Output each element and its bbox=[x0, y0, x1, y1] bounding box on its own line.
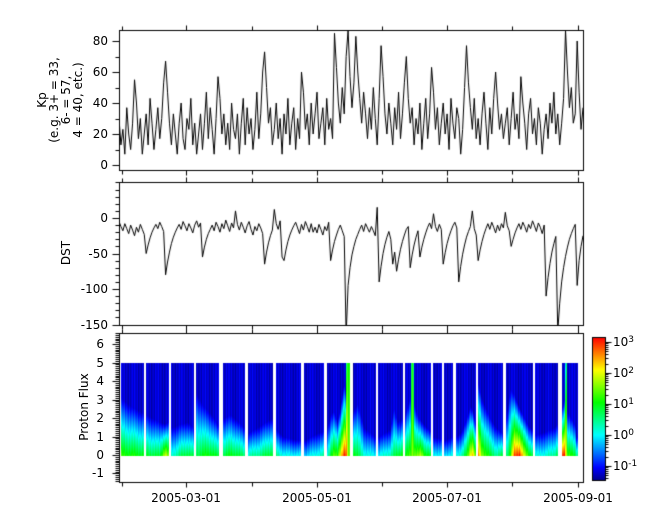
flux-ytick-label: 2 bbox=[96, 411, 104, 426]
date-tick-label: 2005-03-01 bbox=[151, 491, 221, 505]
dst-ytick-label: -150 bbox=[80, 317, 108, 332]
kp-ytick-label: 0 bbox=[100, 158, 108, 173]
kp-ytick-label: 40 bbox=[92, 96, 108, 111]
colorbar-tick-label: 103 bbox=[613, 335, 635, 349]
dst-ytick-label: -50 bbox=[88, 246, 108, 261]
colorbar-tick-label: 102 bbox=[613, 366, 635, 380]
colorbar-tick-label: 100 bbox=[613, 428, 635, 442]
flux-ytick-label: -1 bbox=[92, 466, 104, 481]
dst-ytick-label: -100 bbox=[80, 282, 108, 296]
date-tick-label: 2005-07-01 bbox=[412, 491, 482, 505]
date-tick-label: 2005-09-01 bbox=[543, 491, 613, 505]
kp-ytick-label: 60 bbox=[92, 65, 108, 79]
flux-ytick-label: 6 bbox=[96, 337, 104, 352]
colorbar-tick-label: 101 bbox=[613, 397, 635, 411]
flux-ytick-label: 1 bbox=[96, 429, 104, 444]
date-tick-label: 2005-05-01 bbox=[282, 491, 352, 505]
flux-ytick-label: 3 bbox=[96, 392, 104, 407]
flux-ytick-label: 5 bbox=[96, 355, 104, 370]
kp-ytick-label: 20 bbox=[92, 127, 108, 142]
flux-ytick-label: 0 bbox=[96, 448, 104, 462]
colorbar-tick-label: 10-1 bbox=[613, 459, 638, 473]
kp-ytick-label: 80 bbox=[92, 34, 108, 48]
dst-ytick-label: 0 bbox=[100, 210, 108, 225]
flux-ytick-label: 4 bbox=[96, 374, 104, 389]
